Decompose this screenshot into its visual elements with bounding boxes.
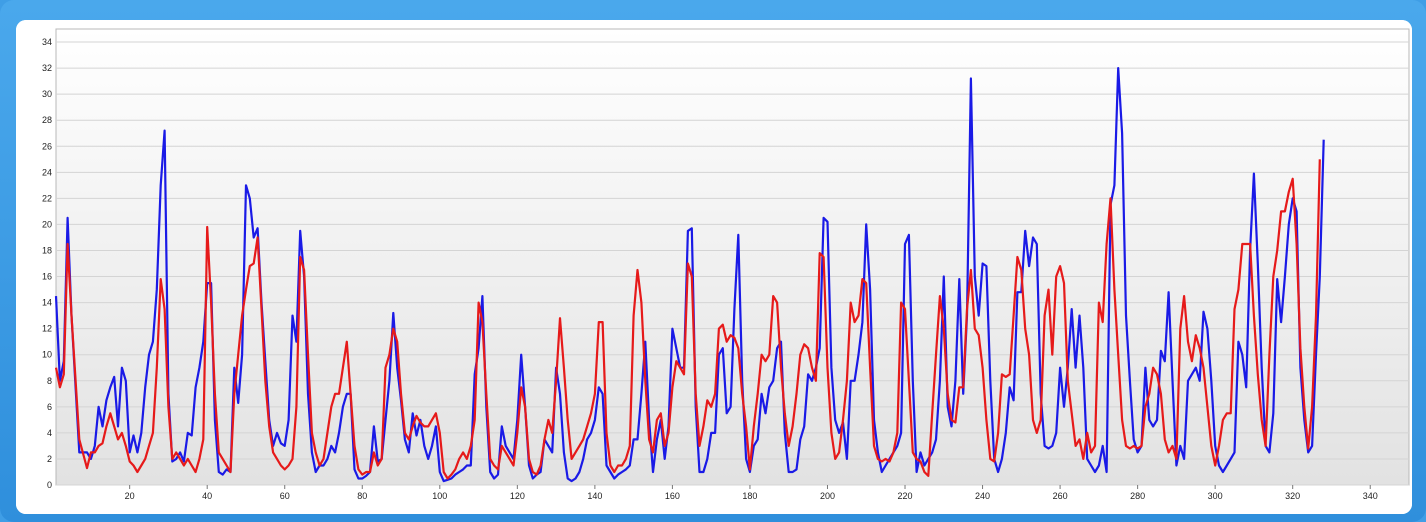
x-tick-label: 300 xyxy=(1208,491,1223,501)
x-tick-label: 80 xyxy=(357,491,367,501)
y-tick-label: 26 xyxy=(42,141,52,151)
x-tick-label: 120 xyxy=(510,491,525,501)
x-tick-label: 280 xyxy=(1130,491,1145,501)
x-tick-label: 320 xyxy=(1285,491,1300,501)
y-tick-label: 18 xyxy=(42,245,52,255)
series-group xyxy=(54,67,1325,483)
x-tick-label: 340 xyxy=(1363,491,1378,501)
y-tick-label: 24 xyxy=(42,167,52,177)
y-tick-label: 0 xyxy=(47,480,52,490)
y-tick-label: 10 xyxy=(42,350,52,360)
y-tick-label: 8 xyxy=(47,376,52,386)
y-tick-label: 30 xyxy=(42,89,52,99)
x-tick-label: 200 xyxy=(820,491,835,501)
x-tick-label: 220 xyxy=(898,491,913,501)
y-tick-label: 32 xyxy=(42,63,52,73)
x-tick-label: 240 xyxy=(975,491,990,501)
x-tick-label: 20 xyxy=(125,491,135,501)
y-tick-label: 14 xyxy=(42,298,52,308)
y-tick-label: 2 xyxy=(47,454,52,464)
chart-panel: 0 2 4 6 8 10 12 14 16 18 20 22 24 26 28 30 32 34 20 40 60 80… xyxy=(16,20,1412,514)
y-tick-label: 6 xyxy=(47,402,52,412)
y-tick-label: 28 xyxy=(42,115,52,125)
x-tick-label: 40 xyxy=(202,491,212,501)
x-tick-label: 140 xyxy=(587,491,602,501)
y-tick-label: 4 xyxy=(47,428,52,438)
x-tick-label: 60 xyxy=(280,491,290,501)
y-tick-label: 34 xyxy=(42,37,52,47)
y-tick-label: 20 xyxy=(42,219,52,229)
y-tick-label: 16 xyxy=(42,272,52,282)
x-tick-label: 260 xyxy=(1053,491,1068,501)
x-tick-label: 100 xyxy=(432,491,447,501)
y-tick-label: 12 xyxy=(42,324,52,334)
plot-area xyxy=(55,28,1410,486)
gridlines xyxy=(56,41,1409,486)
x-tick-label: 180 xyxy=(742,491,757,501)
y-tick-label: 22 xyxy=(42,193,52,203)
x-axis: 20 40 60 80 100 120 140 160 180 200 220 240 260 280 30… xyxy=(125,485,1378,501)
series-line-2 xyxy=(54,159,1321,480)
x-tick-label: 160 xyxy=(665,491,680,501)
